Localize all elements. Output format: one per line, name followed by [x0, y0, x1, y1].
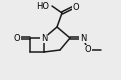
- Text: O: O: [14, 34, 20, 42]
- Text: N: N: [80, 34, 86, 42]
- Text: N: N: [41, 34, 47, 42]
- Text: HO: HO: [36, 2, 49, 10]
- Text: O: O: [85, 46, 91, 54]
- Text: O: O: [73, 2, 79, 12]
